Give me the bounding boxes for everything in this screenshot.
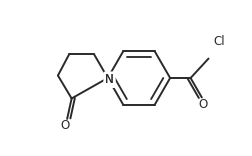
Text: O: O <box>197 98 206 111</box>
Text: Cl: Cl <box>213 35 224 48</box>
Text: N: N <box>105 73 113 86</box>
Text: N: N <box>105 73 113 86</box>
Text: O: O <box>60 119 70 132</box>
Text: N: N <box>105 73 113 86</box>
